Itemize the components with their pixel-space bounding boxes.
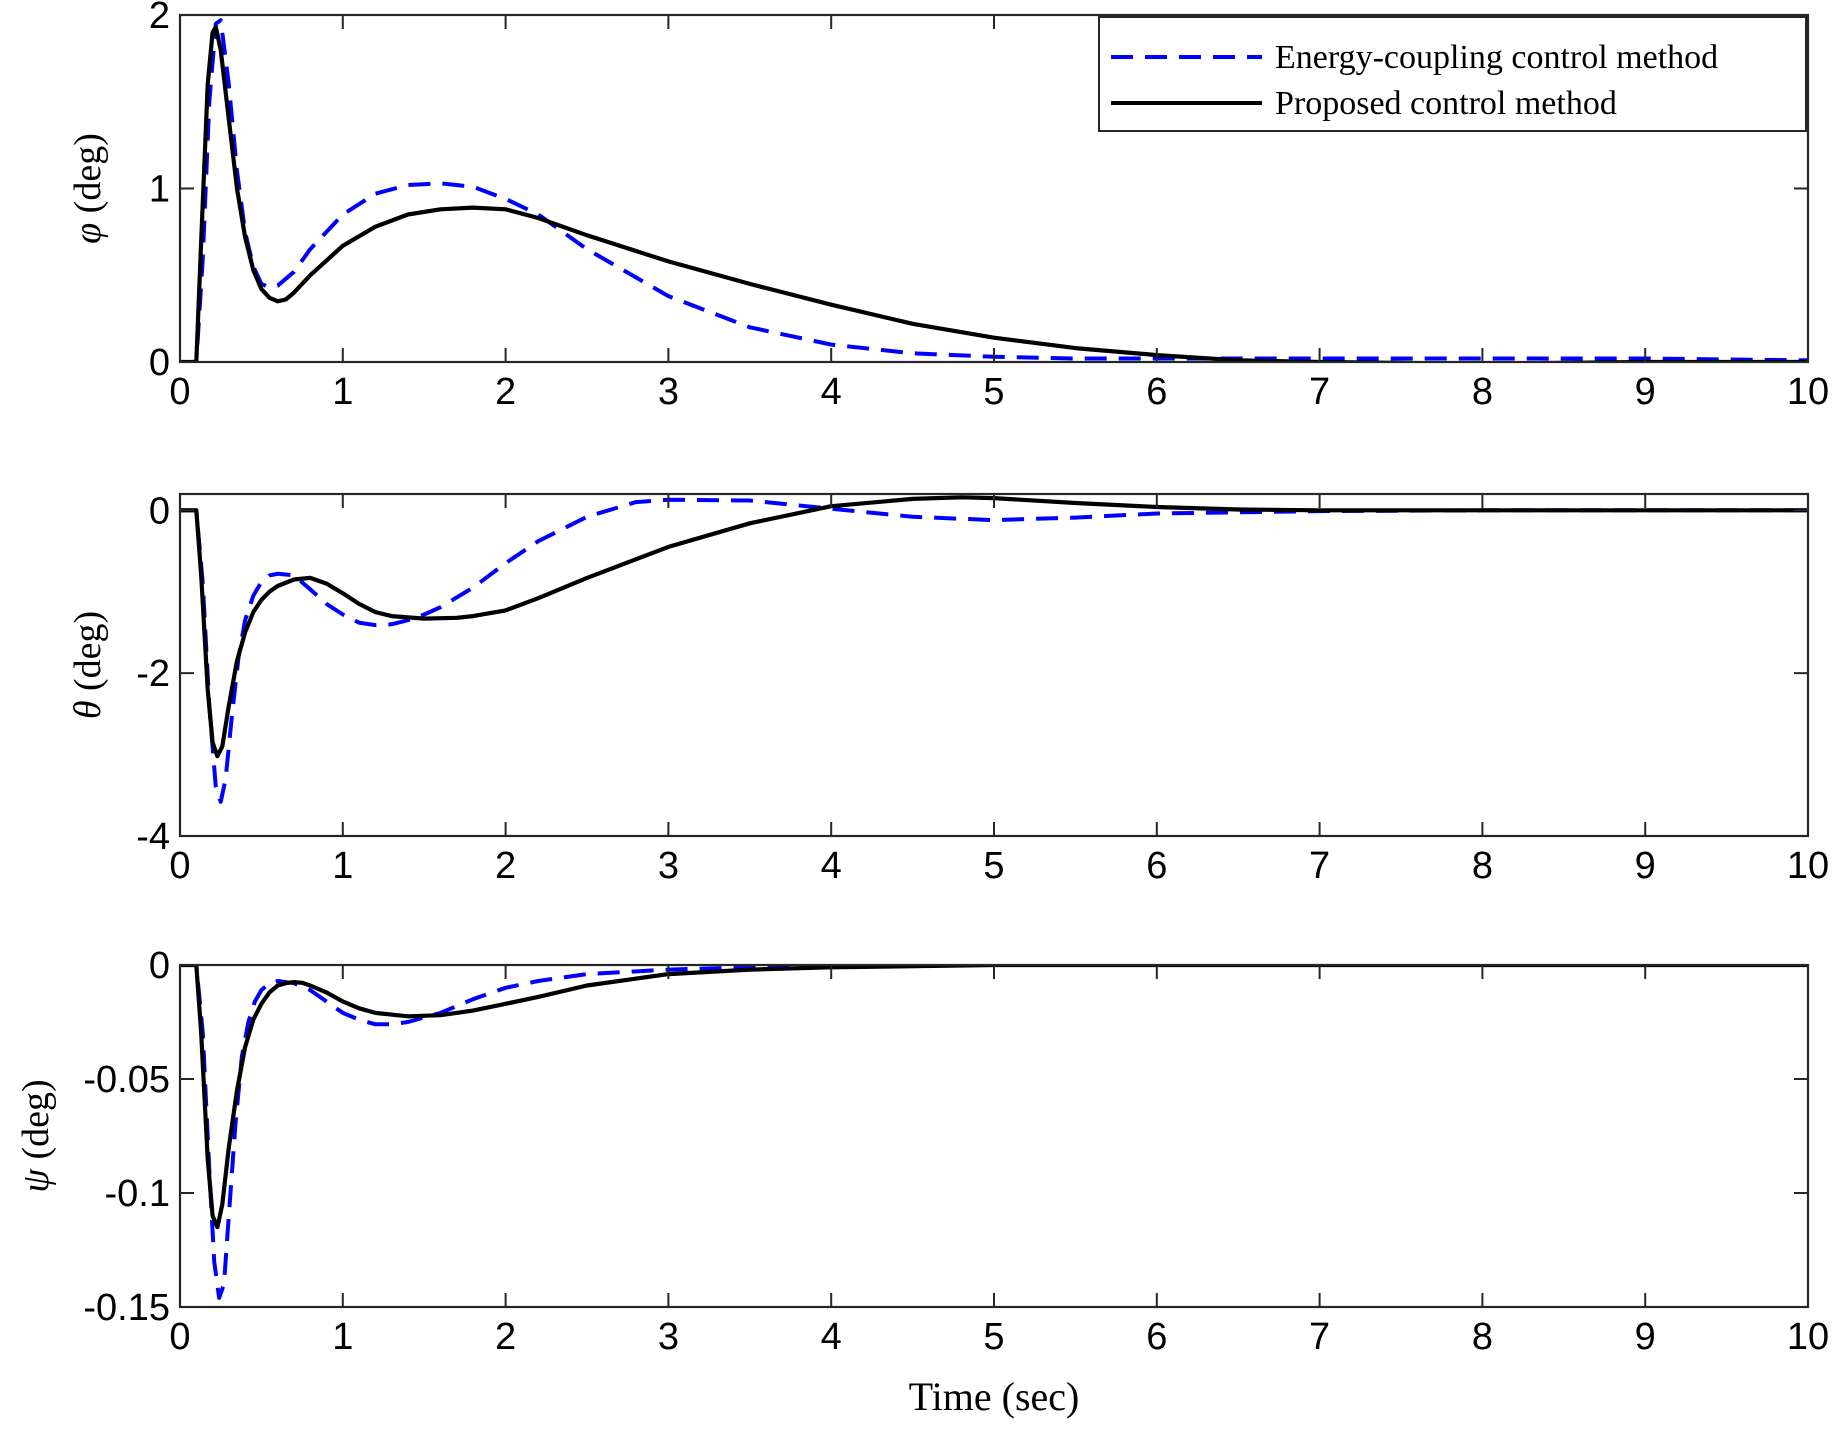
x-tick-label: 10	[1787, 1316, 1829, 1358]
series-line-energy-coupling	[180, 497, 1808, 804]
y-tick-label: -2	[136, 653, 170, 695]
y-axis-unit: (deg)	[67, 133, 109, 223]
y-tick-label: 0	[149, 490, 170, 532]
series-line-energy-coupling	[180, 18, 1808, 362]
x-tick-label: 0	[169, 1316, 190, 1358]
x-tick-label: 0	[169, 845, 190, 887]
x-tick-label: 9	[1635, 1316, 1656, 1358]
subplot-3: 0 1 2 3 4 5 6 7 8 9 10 -0.15 -0.1 -0.05 0 ψ (deg) Time (…	[15, 945, 1829, 1419]
x-tick-label: 1	[332, 1316, 353, 1358]
x-tick-label: 3	[658, 1316, 679, 1358]
x-tick-label: 2	[495, 1316, 516, 1358]
x-tick-label: 9	[1635, 371, 1656, 413]
subplot-1: 0 1 2 3 4 5 6 7 8 9 10 0 1 2 φ (deg) Energy-coupling co…	[67, 0, 1829, 413]
x-tick-label: 7	[1309, 371, 1330, 413]
x-tick-label: 5	[983, 371, 1004, 413]
x-tick-label: 5	[983, 845, 1004, 887]
x-tick-label: 8	[1472, 845, 1493, 887]
legend: Energy-coupling control method Proposed c…	[1098, 16, 1807, 132]
legend-box	[1098, 16, 1807, 132]
x-tick-label: 5	[983, 1316, 1004, 1358]
series-line-proposed	[180, 495, 1808, 759]
axes-box	[178, 492, 1810, 838]
x-tick-label: 2	[495, 371, 516, 413]
x-tick-label: 3	[658, 371, 679, 413]
x-tick-label: 8	[1472, 1316, 1493, 1358]
y-axis-symbol: ψ	[15, 1168, 57, 1193]
y-tick-label: -0.1	[105, 1173, 170, 1215]
y-tick-label: -4	[136, 816, 170, 858]
y-axis-unit: (deg)	[15, 1079, 57, 1169]
x-tick-label: 1	[332, 371, 353, 413]
x-tick-label: 4	[821, 845, 842, 887]
x-tick-label: 2	[495, 845, 516, 887]
y-tick-label: 0	[149, 342, 170, 384]
x-tick-label: 8	[1472, 371, 1493, 413]
x-tick-label: 9	[1635, 845, 1656, 887]
y-axis-label: θ (deg)	[67, 611, 109, 719]
x-tick-label: 0	[169, 371, 190, 413]
x-tick-label: 4	[821, 371, 842, 413]
legend-entry: Energy-coupling control method	[1275, 39, 1718, 76]
y-axis-label: φ (deg)	[67, 133, 109, 244]
series-line-proposed	[180, 965, 1808, 1230]
series-line-proposed	[180, 25, 1808, 362]
x-tick-label: 3	[658, 845, 679, 887]
y-axis-symbol: θ	[67, 701, 109, 720]
x-tick-label: 4	[821, 1316, 842, 1358]
x-tick-label: 7	[1309, 845, 1330, 887]
legend-entry: Proposed control method	[1275, 85, 1617, 122]
x-tick-label: 6	[1146, 1316, 1167, 1358]
x-axis-label: Time (sec)	[909, 1374, 1080, 1419]
y-tick-label: 1	[149, 169, 170, 211]
y-axis-label: ψ (deg)	[15, 1079, 57, 1192]
x-tick-label: 6	[1146, 845, 1167, 887]
y-tick-label: 0	[149, 945, 170, 987]
x-tick-label: 1	[332, 845, 353, 887]
x-tick-label: 7	[1309, 1316, 1330, 1358]
y-tick-label: -0.15	[83, 1287, 170, 1329]
x-tick-label: 10	[1787, 371, 1829, 413]
y-tick-label: -0.05	[83, 1059, 170, 1101]
y-axis-unit: (deg)	[67, 611, 109, 701]
y-tick-label: 2	[149, 0, 170, 37]
x-tick-label: 6	[1146, 371, 1167, 413]
x-tick-label: 10	[1787, 845, 1829, 887]
subplot-2: 0 1 2 3 4 5 6 7 8 9 10 -4 -2 0 θ (deg)	[67, 490, 1829, 887]
y-axis-symbol: φ	[67, 223, 109, 244]
